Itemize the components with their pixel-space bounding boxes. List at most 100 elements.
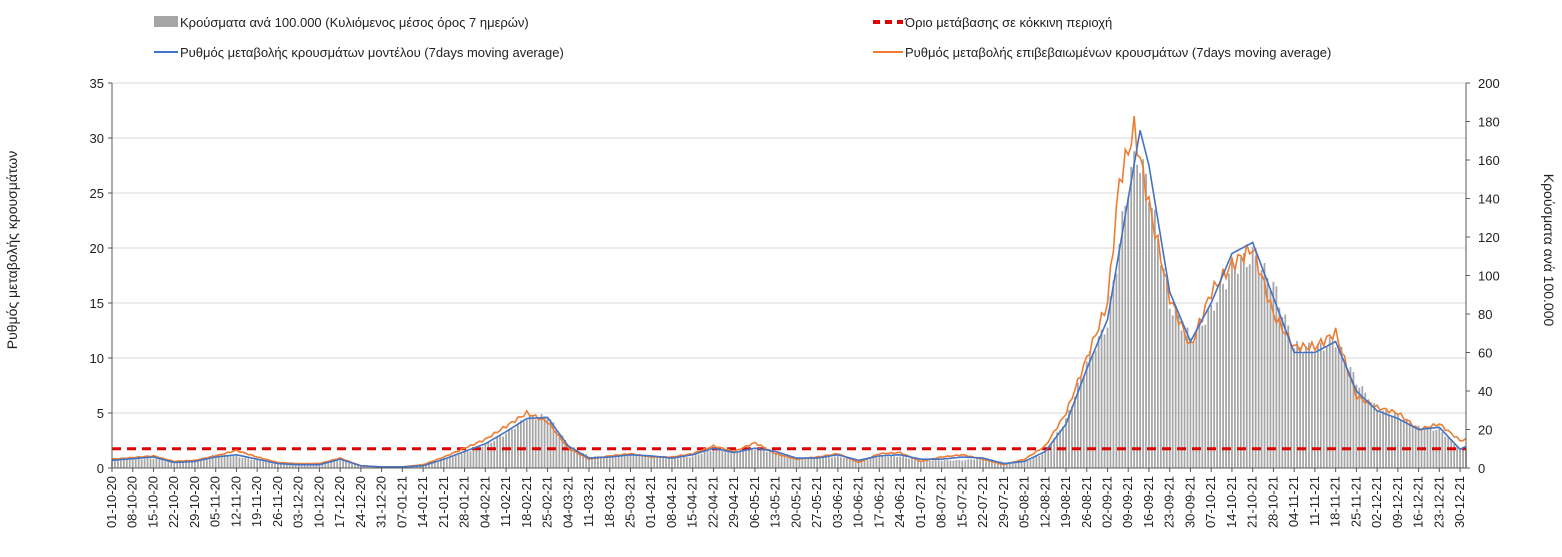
case-bar bbox=[982, 458, 984, 468]
case-bar bbox=[265, 461, 267, 468]
case-bar bbox=[505, 433, 507, 468]
case-bar bbox=[185, 461, 187, 468]
case-bar bbox=[194, 460, 196, 468]
case-bar bbox=[887, 456, 890, 468]
case-bar bbox=[250, 459, 253, 468]
case-bar bbox=[970, 459, 973, 468]
case-bar bbox=[1311, 351, 1313, 468]
case-bar bbox=[591, 456, 593, 468]
case-bar bbox=[1272, 281, 1275, 468]
case-bar bbox=[682, 456, 685, 468]
case-bar bbox=[712, 449, 715, 468]
case-bar bbox=[1402, 419, 1405, 468]
case-bar bbox=[994, 460, 996, 468]
x-tick-label: 01-10-20 bbox=[104, 476, 119, 528]
case-bar bbox=[733, 453, 736, 468]
case-bar bbox=[914, 458, 916, 468]
case-bar bbox=[949, 460, 952, 468]
case-bar bbox=[1245, 266, 1248, 468]
x-tick-label: 15-10-20 bbox=[145, 476, 160, 528]
case-bar bbox=[958, 460, 961, 468]
x-tick-label: 12-08-21 bbox=[1037, 476, 1052, 528]
case-bar bbox=[668, 458, 670, 468]
case-bar bbox=[499, 436, 502, 468]
case-bar bbox=[191, 460, 193, 468]
case-bar bbox=[608, 456, 611, 468]
case-bar bbox=[1236, 273, 1239, 468]
case-bar bbox=[1322, 350, 1325, 468]
case-bar bbox=[991, 459, 993, 468]
case-bar bbox=[300, 463, 303, 468]
case-bar bbox=[739, 450, 742, 468]
case-bar bbox=[1239, 257, 1242, 468]
x-tick-label: 04-11-21 bbox=[1286, 476, 1301, 527]
x-tick-label: 18-03-21 bbox=[602, 476, 617, 528]
case-bar bbox=[1195, 329, 1198, 468]
case-bar bbox=[359, 466, 362, 468]
x-tick-label: 21-01-21 bbox=[436, 476, 451, 528]
case-bar bbox=[742, 451, 744, 468]
case-bar bbox=[176, 462, 179, 468]
case-bar bbox=[730, 452, 733, 468]
case-bar bbox=[1411, 426, 1414, 468]
case-bar bbox=[1296, 341, 1299, 468]
case-bar bbox=[928, 460, 931, 468]
case-bar bbox=[836, 455, 839, 468]
case-bar bbox=[1376, 410, 1379, 468]
case-bar bbox=[1183, 331, 1186, 468]
x-tick-label: 02-09-21 bbox=[1100, 476, 1115, 528]
case-bar bbox=[155, 458, 158, 468]
case-bar bbox=[448, 457, 451, 468]
x-tick-label: 15-04-21 bbox=[685, 476, 700, 528]
case-bar bbox=[644, 456, 647, 468]
y-right-tick-label: 40 bbox=[1478, 384, 1492, 399]
case-bar bbox=[599, 456, 602, 468]
case-bar bbox=[217, 455, 220, 468]
case-bar bbox=[1266, 278, 1269, 468]
case-bar bbox=[964, 460, 967, 468]
x-tick-label: 19-08-21 bbox=[1058, 476, 1073, 528]
case-bar bbox=[822, 458, 824, 468]
case-bar bbox=[1053, 438, 1056, 468]
x-tick-label: 18-11-21 bbox=[1328, 476, 1343, 527]
case-bar bbox=[694, 454, 697, 468]
y-right-tick-label: 100 bbox=[1478, 269, 1500, 284]
case-bar bbox=[1231, 257, 1233, 468]
case-bar bbox=[324, 461, 327, 468]
case-bar bbox=[208, 456, 211, 468]
case-bar bbox=[333, 460, 336, 468]
case-bar bbox=[919, 460, 922, 468]
case-bar bbox=[688, 457, 691, 468]
case-bar bbox=[241, 457, 244, 468]
case-bar bbox=[1444, 436, 1447, 468]
case-bar bbox=[724, 450, 727, 468]
y-right-tick-label: 180 bbox=[1478, 115, 1500, 130]
case-bar bbox=[1008, 462, 1011, 468]
case-bar bbox=[173, 462, 176, 468]
x-tick-label: 25-02-21 bbox=[540, 476, 555, 528]
case-bar bbox=[934, 459, 937, 468]
case-bar bbox=[1005, 462, 1008, 468]
case-bar bbox=[125, 459, 128, 468]
case-bar bbox=[546, 418, 549, 468]
case-bar bbox=[514, 428, 516, 468]
case-bar bbox=[558, 433, 561, 468]
case-bar bbox=[1198, 319, 1201, 468]
case-bar bbox=[1201, 325, 1204, 468]
case-bar bbox=[431, 461, 433, 468]
y-left-tick-label: 5 bbox=[97, 406, 104, 421]
case-bar bbox=[143, 458, 146, 468]
case-bar bbox=[1242, 253, 1245, 468]
case-bar bbox=[511, 429, 513, 468]
case-bar bbox=[1151, 208, 1153, 469]
case-bar bbox=[1171, 315, 1174, 468]
case-bar bbox=[1026, 461, 1029, 468]
case-bar bbox=[579, 452, 582, 468]
case-bar bbox=[262, 461, 264, 468]
case-bar bbox=[1225, 289, 1227, 468]
case-bar bbox=[336, 460, 339, 468]
case-bar bbox=[182, 461, 184, 468]
case-bar bbox=[540, 414, 543, 468]
x-tick-label: 30-09-21 bbox=[1182, 476, 1197, 528]
